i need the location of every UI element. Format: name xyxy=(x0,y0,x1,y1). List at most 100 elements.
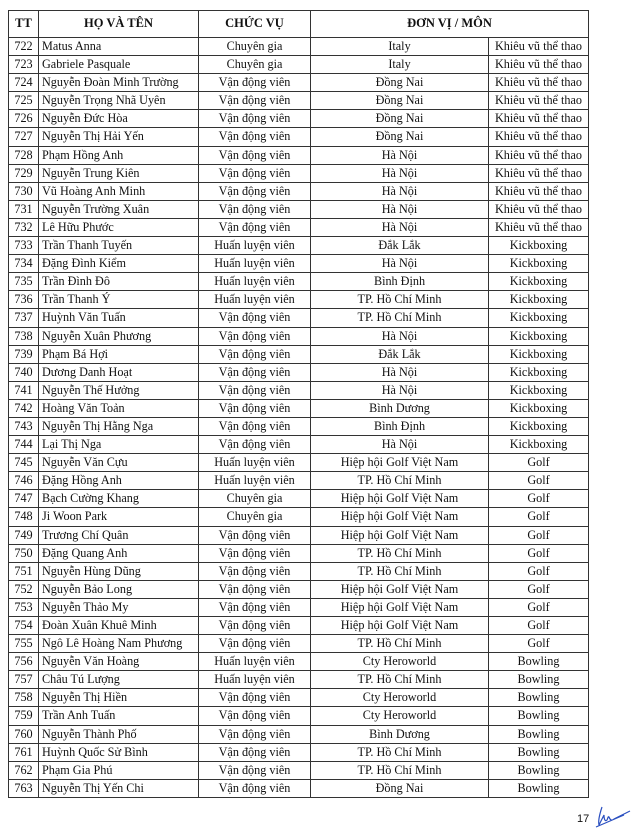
cell-tt: 747 xyxy=(8,489,39,509)
cell-tt: 757 xyxy=(8,670,39,690)
cell-tt: 722 xyxy=(8,36,39,57)
cell-role: Chuyên gia xyxy=(198,507,311,527)
cell-sport: Khiêu vũ thể thao xyxy=(488,109,589,129)
cell-tt: 739 xyxy=(8,344,39,364)
cell-unit: Đồng Nai xyxy=(310,91,489,111)
cell-unit: Hiệp hội Golf Việt Nam xyxy=(310,453,489,473)
cell-tt: 761 xyxy=(8,742,39,762)
header-tt: TT xyxy=(8,10,39,38)
cell-unit: Đắk Lắk xyxy=(310,344,489,364)
cell-role: Vận động viên xyxy=(198,597,311,618)
cell-role: Vận động viên xyxy=(198,579,311,599)
cell-name: Phạm Gia Phú xyxy=(38,760,199,780)
cell-role: Vận động viên xyxy=(198,615,311,636)
cell-unit: TP. Hồ Chí Minh xyxy=(310,308,489,328)
cell-name: Phạm Bá Hợi xyxy=(38,344,199,364)
cell-sport: Golf xyxy=(488,507,589,527)
cell-name: Gabriele Pasquale xyxy=(38,55,199,75)
table-row: 759 Trần Anh Tuấn Vận động viên Cty Herowor… xyxy=(8,706,589,726)
cell-name: Matus Anna xyxy=(38,36,199,57)
cell-tt: 741 xyxy=(8,380,39,400)
cell-tt: 759 xyxy=(8,706,39,726)
table-row: 735 Trần Đình Đô Huấn luyện viên Bình Định K… xyxy=(8,272,589,292)
cell-tt: 754 xyxy=(8,615,39,636)
table-row: 723 Gabriele Pasquale Chuyên gia Italy Khiêu… xyxy=(8,55,589,75)
cell-role: Vận động viên xyxy=(198,127,311,147)
cell-name: Trần Đình Đô xyxy=(38,272,199,292)
cell-tt: 724 xyxy=(8,73,39,93)
cell-name: Nguyễn Thị Hiền xyxy=(38,688,199,708)
cell-unit: Hiệp hội Golf Việt Nam xyxy=(310,525,489,545)
cell-sport: Khiêu vũ thể thao xyxy=(488,145,589,165)
cell-name: Lê Hữu Phước xyxy=(38,217,199,238)
cell-tt: 740 xyxy=(8,362,39,382)
cell-tt: 752 xyxy=(8,579,39,599)
table-row: 727 Nguyễn Thị Hải Yến Vận động viên Đồng N… xyxy=(8,127,589,147)
cell-role: Vận động viên xyxy=(198,435,311,455)
cell-tt: 735 xyxy=(8,272,39,292)
table-row: 734 Đặng Đình Kiểm Huấn luyện viên Hà Nội Ki… xyxy=(8,254,589,274)
table-row: 739 Phạm Bá Hợi Vận động viên Đắk Lắk Kickbo… xyxy=(8,344,589,364)
cell-role: Huấn luyện viên xyxy=(198,670,311,690)
cell-role: Huấn luyện viên xyxy=(198,236,311,256)
cell-role: Vận động viên xyxy=(198,163,311,183)
cell-name: Nguyễn Trường Xuân xyxy=(38,199,199,219)
signature-icon xyxy=(595,806,631,828)
cell-sport: Kickboxing xyxy=(488,344,589,364)
cell-unit: TP. Hồ Chí Minh xyxy=(310,543,489,563)
cell-sport: Golf xyxy=(488,543,589,563)
cell-sport: Golf xyxy=(488,489,589,509)
table-row: 748 Ji Woon Park Chuyên gia Hiệp hội Golf V… xyxy=(8,507,589,527)
cell-sport: Khiêu vũ thể thao xyxy=(488,199,589,219)
table-row: 742 Hoàng Văn Toản Vận động viên Bình Dương… xyxy=(8,398,589,418)
cell-tt: 725 xyxy=(8,91,39,111)
cell-name: Dương Danh Hoạt xyxy=(38,362,199,382)
cell-unit: Đồng Nai xyxy=(310,109,489,129)
cell-unit: Hiệp hội Golf Việt Nam xyxy=(310,615,489,636)
cell-tt: 737 xyxy=(8,308,39,328)
cell-role: Vận động viên xyxy=(198,724,311,744)
cell-name: Đặng Hồng Anh xyxy=(38,471,199,491)
cell-tt: 726 xyxy=(8,109,39,129)
cell-role: Vận động viên xyxy=(198,326,311,346)
cell-sport: Golf xyxy=(488,525,589,545)
cell-unit: Bình Dương xyxy=(310,724,489,744)
cell-sport: Khiêu vũ thể thao xyxy=(488,217,589,238)
cell-name: Đặng Đình Kiểm xyxy=(38,254,199,274)
cell-tt: 731 xyxy=(8,199,39,219)
cell-sport: Khiêu vũ thể thao xyxy=(488,163,589,183)
cell-sport: Kickboxing xyxy=(488,272,589,292)
table-row: 750 Đặng Quang Anh Vận động viên TP. Hồ Chí… xyxy=(8,543,589,563)
cell-role: Huấn luyện viên xyxy=(198,471,311,491)
cell-name: Nguyễn Xuân Phương xyxy=(38,326,199,346)
cell-role: Vận động viên xyxy=(198,181,311,201)
cell-role: Huấn luyện viên xyxy=(198,254,311,274)
cell-unit: Hà Nội xyxy=(310,145,489,165)
cell-name: Hoàng Văn Toản xyxy=(38,398,199,418)
cell-name: Phạm Hồng Anh xyxy=(38,145,199,165)
cell-name: Đoàn Xuân Khuê Minh xyxy=(38,615,199,636)
cell-unit: Hà Nội xyxy=(310,199,489,219)
table-row: 756 Nguyễn Văn Hoàng Huấn luyện viên Cty He… xyxy=(8,652,589,672)
table-row: 733 Trần Thanh Tuyến Huấn luyện viên Đắk Lắ… xyxy=(8,236,589,256)
cell-name: Đặng Quang Anh xyxy=(38,543,199,563)
table-row: 752 Nguyễn Bảo Long Vận động viên Hiệp hội … xyxy=(8,579,589,599)
cell-role: Vận động viên xyxy=(198,634,311,654)
cell-name: Lại Thị Nga xyxy=(38,435,199,455)
cell-role: Vận động viên xyxy=(198,760,311,780)
cell-tt: 751 xyxy=(8,561,39,581)
table-row: 757 Châu Tú Lượng Huấn luyện viên TP. Hồ Ch… xyxy=(8,670,589,690)
cell-role: Huấn luyện viên xyxy=(198,652,311,672)
cell-role: Vận động viên xyxy=(198,416,311,437)
cell-tt: 746 xyxy=(8,471,39,491)
cell-tt: 727 xyxy=(8,127,39,147)
cell-tt: 762 xyxy=(8,760,39,780)
cell-tt: 758 xyxy=(8,688,39,708)
cell-role: Vận động viên xyxy=(198,344,311,364)
cell-name: Nguyễn Hùng Dũng xyxy=(38,561,199,581)
cell-sport: Khiêu vũ thể thao xyxy=(488,181,589,201)
cell-unit: Hà Nội xyxy=(310,326,489,346)
table-row: 761 Huỳnh Quốc Sử Bình Vận động viên TP. Hồ… xyxy=(8,742,589,762)
cell-name: Huỳnh Quốc Sử Bình xyxy=(38,742,199,762)
table-row: 722 Matus Anna Chuyên gia Italy Khiêu vũ thể… xyxy=(8,36,589,57)
